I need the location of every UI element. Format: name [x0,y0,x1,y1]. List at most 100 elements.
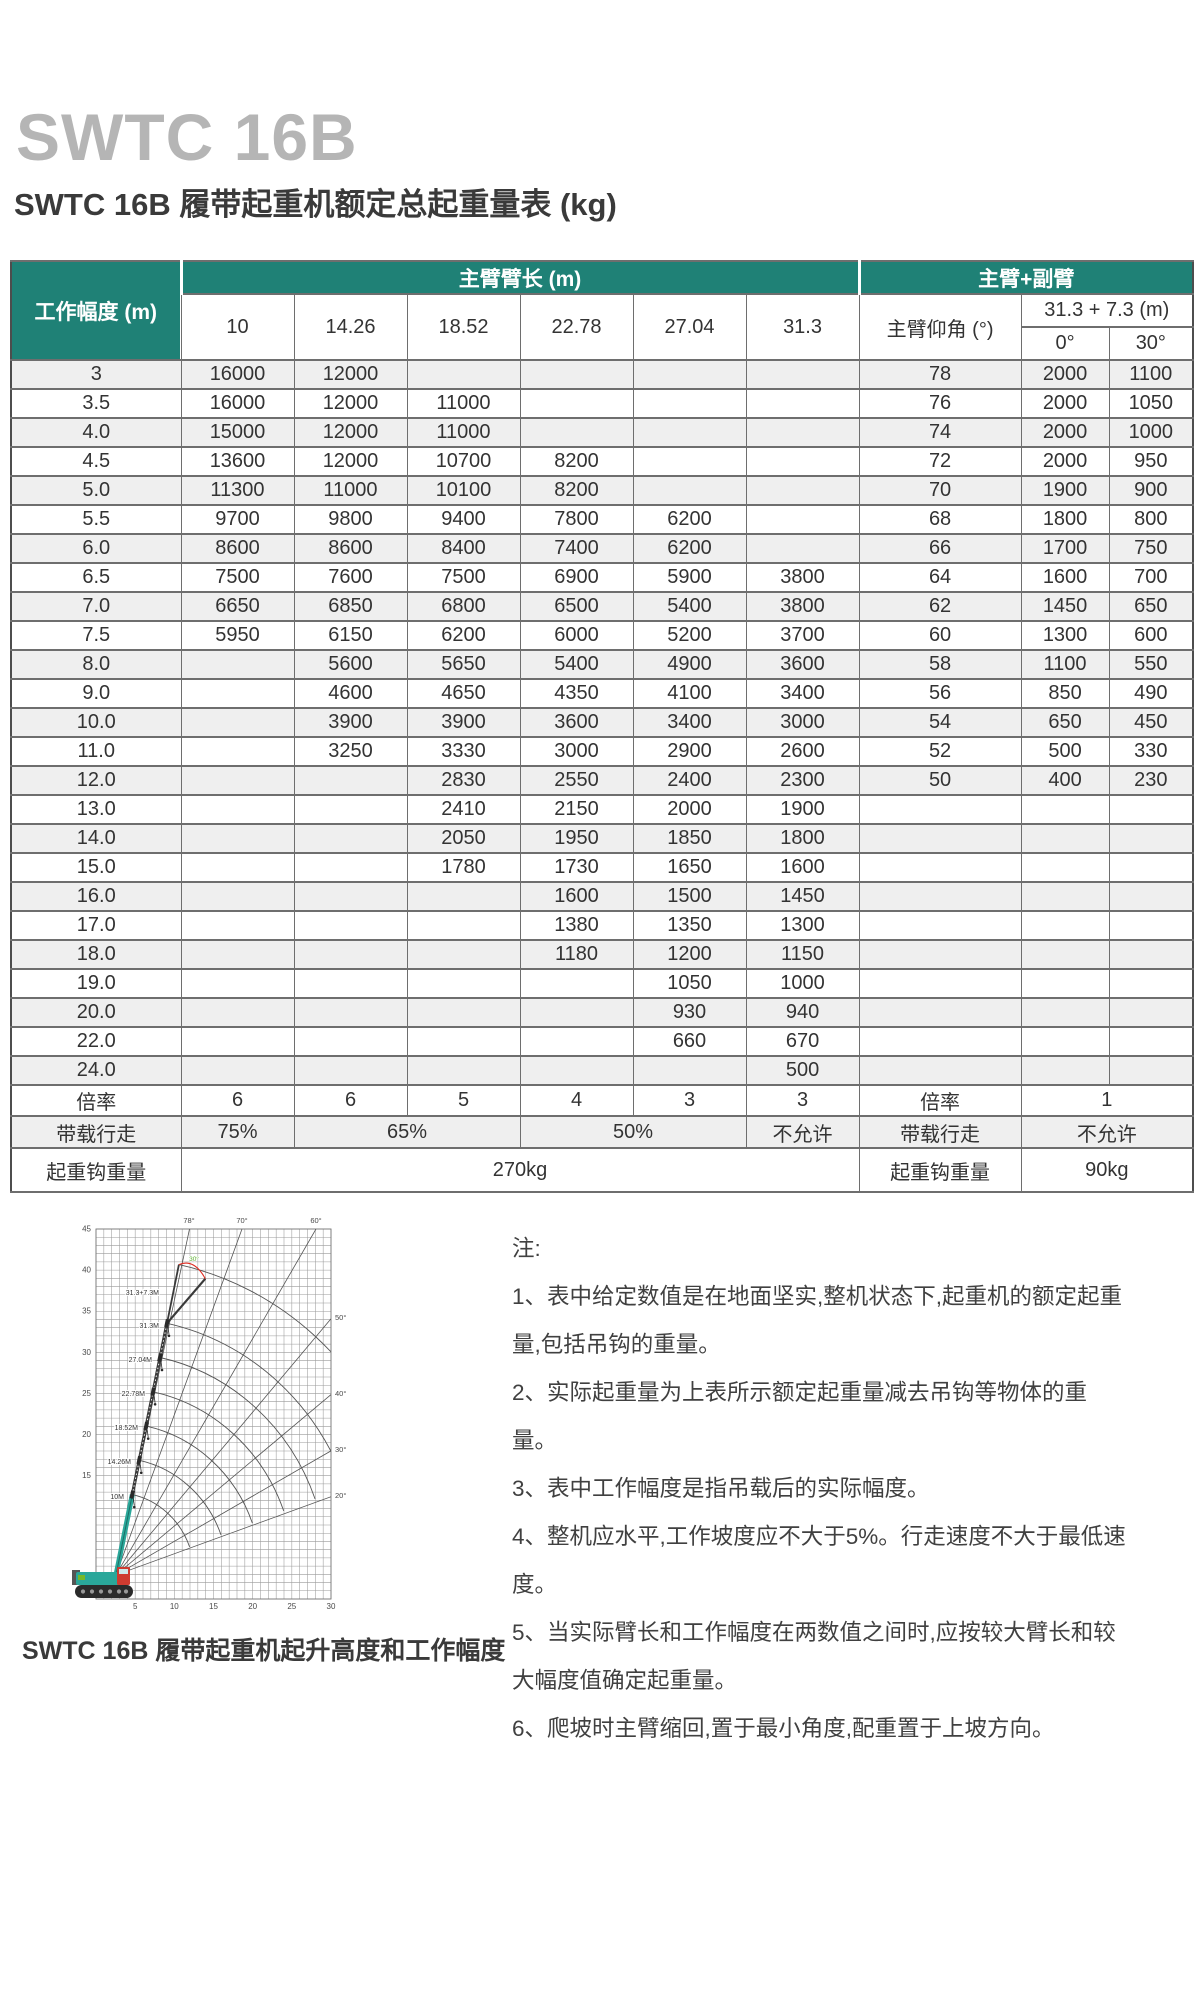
value-cell [745,504,860,536]
value-cell: 7800 [519,504,634,536]
value-cell: 1650 [632,852,747,884]
value-cell: 1600 [519,881,634,913]
value-cell: 650 [1020,707,1110,739]
value-cell [180,765,295,797]
bottom-area: 45 40 35 30 25 20 15 5 10 15 20 25 30 78… [18,1207,1200,1753]
diagram-grid [95,1228,332,1600]
value-cell: 450 [1108,707,1194,739]
table-row: 13.0 2410 2150 2000 1900 [10,794,1194,826]
table-body: 3 16000 12000 78 2000 1100 3.5 16000 12000 11000 7… [10,359,1194,1087]
value-cell: 2000 [1020,388,1110,420]
value-cell: 9400 [406,504,521,536]
radius-cell: 7.0 [10,591,182,623]
value-cell: 1150 [745,939,860,971]
svg-text:5: 5 [133,1602,138,1611]
value-cell: 6000 [519,620,634,652]
value-cell [180,997,295,1029]
value-cell [1020,910,1110,942]
boom-tip-markers [129,1319,171,1509]
value-cell: 2830 [406,765,521,797]
value-cell [180,794,295,826]
svg-text:45: 45 [82,1225,91,1234]
table-row: 3 16000 12000 78 2000 1100 [10,359,1194,391]
value-cell: 58 [858,649,1022,681]
value-cell: 500 [1020,736,1110,768]
value-cell [858,968,1022,1000]
value-cell: 2000 [1020,446,1110,478]
value-cell: 3900 [406,707,521,739]
radius-cell: 5.0 [10,475,182,507]
radius-cell: 18.0 [10,939,182,971]
value-cell: 330 [1108,736,1194,768]
value-cell: 930 [632,997,747,1029]
boom-length-header: 18.52 [406,293,521,362]
value-cell [632,359,747,391]
value-cell [519,1055,634,1087]
value-cell: 74 [858,417,1022,449]
value-cell [632,475,747,507]
multiplier-cell: 5 [406,1084,521,1118]
value-cell: 550 [1108,649,1194,681]
table-row: 19.0 1050 1000 [10,968,1194,1000]
radius-cell: 4.0 [10,417,182,449]
svg-text:31.3M: 31.3M [140,1323,160,1330]
radius-cell: 19.0 [10,968,182,1000]
value-cell [293,968,408,1000]
value-cell [293,852,408,884]
svg-text:50°: 50° [335,1313,346,1322]
value-cell [406,968,521,1000]
svg-text:25: 25 [287,1602,296,1611]
table-row: 8.0 5600 5650 5400 4900 3600 58 1100 550 [10,649,1194,681]
value-cell: 1600 [1020,562,1110,594]
jib-0deg [166,1264,180,1324]
value-cell: 4650 [406,678,521,710]
value-cell: 7400 [519,533,634,565]
svg-text:10M: 10M [110,1494,124,1501]
value-cell: 6150 [293,620,408,652]
table-row: 15.0 1780 1730 1650 1600 [10,852,1194,884]
value-cell [1108,997,1194,1029]
value-cell [1108,968,1194,1000]
multiplier-cell: 1 [1020,1084,1194,1118]
svg-text:25: 25 [82,1389,91,1398]
value-cell [519,968,634,1000]
svg-text:20: 20 [248,1602,257,1611]
value-cell: 2300 [745,765,860,797]
value-cell: 7600 [293,562,408,594]
value-cell: 1100 [1020,649,1110,681]
travel-cell: 65% [293,1115,521,1150]
value-cell: 6200 [406,620,521,652]
value-cell: 8200 [519,475,634,507]
value-cell: 2000 [1020,417,1110,449]
radius-cell: 14.0 [10,823,182,855]
value-cell [745,388,860,420]
page-title: SWTC 16B 履带起重机额定总起重量表 (kg) [14,187,617,222]
value-cell: 15000 [180,417,295,449]
value-cell: 1100 [1108,359,1194,391]
table-row: 6.0 8600 8600 8400 7400 6200 66 1700 750 [10,533,1194,565]
value-cell: 78 [858,359,1022,391]
value-cell: 2000 [632,794,747,826]
row-label: 倍率 [858,1084,1022,1118]
value-cell [1020,939,1110,971]
value-cell [293,765,408,797]
notes-title: 注: [512,1236,541,1262]
jib-offset-header: 30° [1108,326,1194,362]
value-cell [1108,910,1194,942]
value-cell: 13600 [180,446,295,478]
radius-cell: 6.5 [10,562,182,594]
value-cell [180,1026,295,1058]
notes-item: 1、表中给定数值是在地面坚实,整机状态下,起重机的额定起重量,包括吊钩的重量。 [512,1284,1123,1358]
value-cell: 11000 [406,388,521,420]
value-cell: 1050 [1108,388,1194,420]
table-row: 11.0 3250 3330 3000 2900 2600 52 500 330 [10,736,1194,768]
value-cell: 1450 [1020,591,1110,623]
value-cell: 50 [858,765,1022,797]
value-cell: 3250 [293,736,408,768]
value-cell: 10100 [406,475,521,507]
value-cell: 600 [1108,620,1194,652]
value-cell [1020,997,1110,1029]
value-cell: 900 [1108,475,1194,507]
notes-item: 3、表中工作幅度是指吊载后的实际幅度。 [512,1476,930,1502]
svg-text:60°: 60° [310,1216,321,1225]
